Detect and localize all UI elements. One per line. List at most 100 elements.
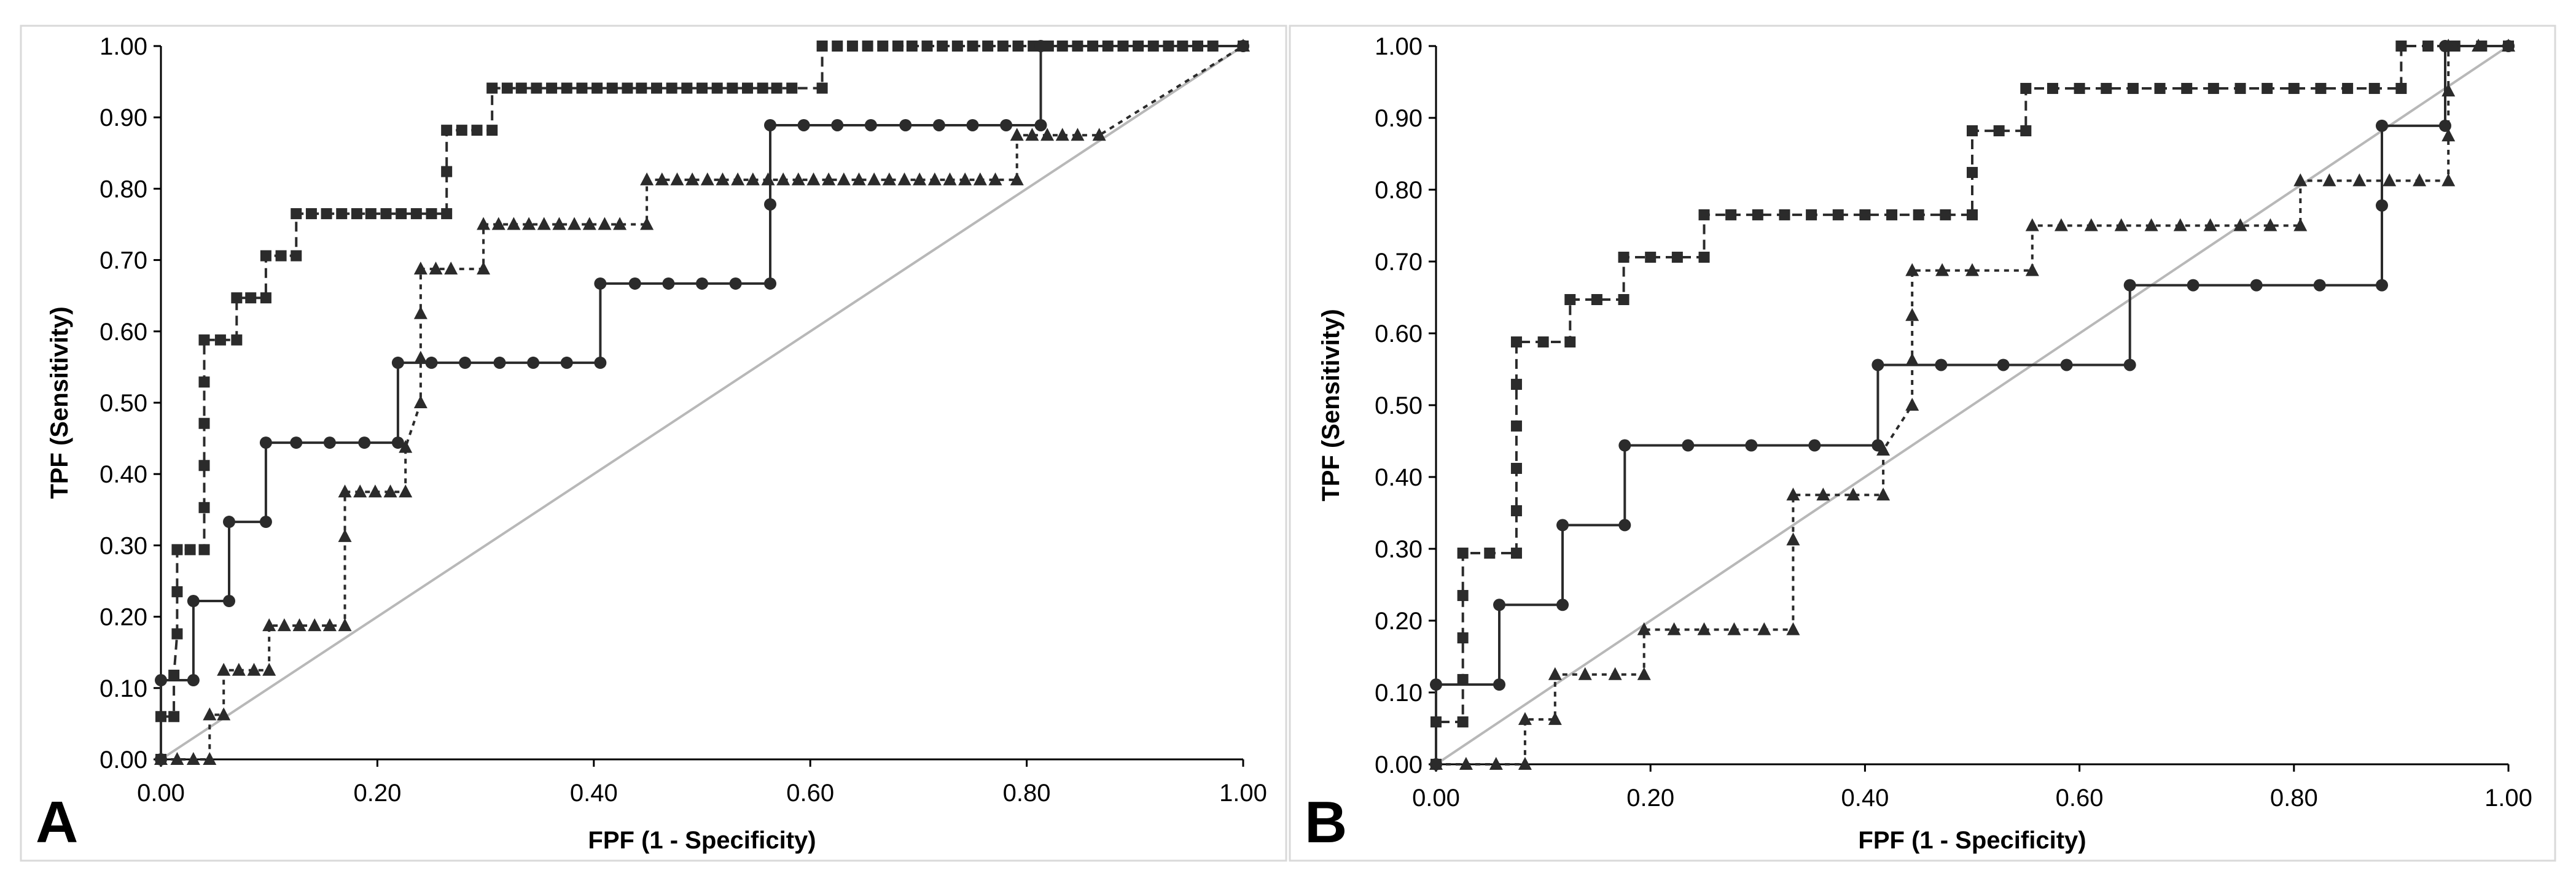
- panel-a-triangle-point: [444, 262, 458, 275]
- panel-a-square-point: [336, 208, 348, 220]
- panel-b-triangle-point: [1518, 711, 1532, 725]
- panel-b-triangle-point: [1637, 622, 1651, 635]
- panel-a-circle-point: [797, 118, 810, 131]
- panel-a-square-point: [531, 82, 542, 94]
- panel-a-square-point: [305, 208, 317, 220]
- panel-b-triangle-point: [2383, 173, 2397, 187]
- panel-b-circle-point: [2187, 279, 2199, 292]
- panel-b-circle-point: [2375, 119, 2388, 132]
- panel-a-triangle-point: [700, 172, 714, 185]
- panel-b-square-point: [1591, 294, 1602, 306]
- panel-b-square-point: [2074, 83, 2085, 95]
- panel-a-triangle-point: [247, 662, 261, 676]
- panel-a-triangle-point: [613, 217, 627, 230]
- panel-a-letter: A: [36, 789, 78, 855]
- panel-a-triangle-point: [186, 752, 200, 765]
- panel-b-reference-line: [1435, 45, 2510, 766]
- panel-a-circle-point: [628, 277, 641, 290]
- panel-a-circle-point: [459, 356, 472, 369]
- panel-a-y-tick-label: 0.80: [100, 176, 147, 203]
- panel-b-triangle-point: [2441, 39, 2456, 52]
- panel-b-circle-point: [1935, 359, 1948, 371]
- panel-a-square-point: [862, 41, 873, 52]
- panel-b-triangle-point: [1667, 622, 1681, 635]
- panel-a-triangle-point: [491, 217, 505, 230]
- panel-a-frame: [20, 25, 1287, 862]
- panel-b-circle-point: [1430, 678, 1442, 691]
- panel-b-square-point: [2368, 83, 2380, 95]
- panel-a-triangle-point: [507, 217, 521, 230]
- panel-a-y-tick-label: 0.20: [100, 604, 147, 631]
- panel-a-square-point: [650, 82, 662, 94]
- panel-a-x-tick-label: 0.80: [1003, 780, 1051, 807]
- panel-a-circle-point: [932, 118, 945, 131]
- panel-a-y-tick-label: 0.50: [100, 390, 147, 417]
- panel-b-circle-point: [2250, 279, 2263, 292]
- panel-a-square-point: [486, 82, 498, 94]
- panel-a-triangle-point: [882, 172, 896, 185]
- panel-a-circle-point: [1034, 40, 1047, 52]
- panel-a-triangle-point: [262, 618, 276, 632]
- panel-a-triangle-point: [791, 172, 805, 185]
- panel-a-square-point: [441, 208, 453, 220]
- panel-a-square-point: [471, 125, 483, 136]
- panel-b-triangle-point: [2114, 218, 2128, 231]
- panel-a-square-point: [291, 250, 302, 262]
- panel-a-triangle-point: [568, 217, 582, 230]
- panel-a-circle-point: [662, 277, 675, 290]
- panel-b-triangle-point: [2203, 218, 2217, 231]
- panel-a-triangle-point: [383, 484, 397, 498]
- panel-a-triangle-point: [338, 618, 352, 632]
- panel-a-triangle-point: [232, 662, 246, 676]
- panel-b-square-point: [1457, 673, 1469, 685]
- panel-a-circle-point: [696, 277, 708, 290]
- panel-b-circle-point: [1556, 519, 1569, 532]
- panel-a-circle-point: [155, 674, 167, 687]
- panel-a-circle-point: [594, 277, 607, 290]
- panel-a-circle-point: [187, 674, 200, 687]
- panel-a-square-point: [561, 82, 572, 94]
- panel-b-circle-point: [2375, 199, 2388, 212]
- panel-a-plot: [154, 39, 1250, 766]
- panel-b-square-point: [1806, 209, 1817, 220]
- panel-a-square-point: [171, 586, 183, 597]
- panel-a-triangle-point: [640, 217, 654, 230]
- panel-a-circle-point: [425, 356, 438, 369]
- panel-a-square-point: [245, 292, 257, 304]
- panel-b-triangle-point: [1935, 263, 1950, 276]
- panel-b-y-tick-label: 0.60: [1375, 320, 1423, 347]
- panel-a-triangle-point: [973, 172, 987, 185]
- panel-b-square-point: [1484, 548, 1496, 559]
- panel-a-ticks: 0.00 0.10 0.20 0.30 0.40 0.50 0.60 0.70 0.80 0.90…: [100, 33, 1267, 807]
- panel-b-circle-point: [1872, 359, 1884, 371]
- panel-b-triangle-point: [1518, 757, 1532, 770]
- panel-a-triangle-point: [1010, 172, 1024, 185]
- panel-b-series-triangle-line: [1436, 45, 2508, 766]
- panel-b-xlabel: FPF (1 - Specificity): [1858, 827, 2086, 854]
- panel-a-x-tick-label: 1.00: [1219, 780, 1267, 807]
- panel-b-triangle-point: [2352, 173, 2367, 187]
- panel-a-y-tick-label: 0.30: [100, 532, 147, 559]
- panel-a-triangle-point: [1010, 128, 1024, 141]
- panel-a-square-point: [171, 628, 183, 640]
- panel-b-triangle-point: [1489, 757, 1503, 770]
- panel-a-square-point: [351, 208, 362, 220]
- panel-a-triangle-point: [477, 262, 491, 275]
- panel-b-triangle-point: [1786, 532, 1800, 546]
- panel-a-square-point: [198, 502, 210, 513]
- panel-a-circle-point: [594, 356, 607, 369]
- panel-a-square-point: [410, 208, 422, 220]
- panel-a-triangle-point: [277, 618, 291, 632]
- panel-a-square-point: [951, 41, 963, 52]
- panel-b-square-point: [1510, 505, 1522, 516]
- panel-a-x-tick-label: 0.00: [137, 780, 185, 807]
- panel-a-triangle-point: [776, 172, 790, 185]
- panel-b-square-point: [1913, 209, 1924, 220]
- panel-a-triangle-point: [552, 217, 566, 230]
- panel-a-circle-point: [1000, 118, 1013, 131]
- panel-a-triangle-point: [399, 484, 413, 498]
- panel-a-circle-point: [493, 356, 506, 369]
- panel-a-circle-point: [527, 356, 540, 369]
- panel-a-triangle-point: [943, 172, 957, 185]
- panel-a-square-point: [606, 82, 618, 94]
